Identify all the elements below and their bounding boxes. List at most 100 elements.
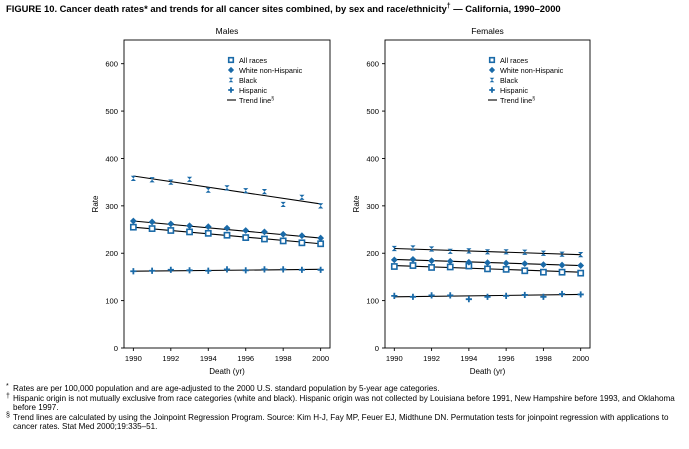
females-point-all-races [429,265,434,270]
males-point-white-non-hispanic [205,223,212,230]
males-point-black [149,177,154,182]
males-point-black [206,188,211,193]
females-point-all-races [541,270,546,275]
females-legend-label-black: Black [500,76,518,85]
males-point-all-races [243,235,248,240]
males-chart-title: Males [216,26,239,36]
footnote-rates: * Rates are per 100,000 population and ar… [6,384,686,394]
males-xtick-label: 1996 [237,354,254,363]
females-chart: Females 0 100 200 300 400 500 600 1990 1992 1994 19… [352,26,590,376]
males-point-white-non-hispanic [167,220,174,227]
females-point-hispanic [522,292,528,298]
females-point-all-races [410,263,415,268]
females-point-white-non-hispanic [503,260,510,267]
males-ytick-label: 200 [105,249,118,258]
females-xtick-label: 1994 [460,354,477,363]
females-point-hispanic [447,292,453,298]
females-x-axis-label: Death (yr) [470,367,506,376]
females-xtick-label: 2000 [572,354,589,363]
females-ytick-label: 200 [366,249,379,258]
females-legend-label-trend-line: Trend line§ [500,96,535,105]
males-legend-label-black: Black [239,76,257,85]
males-point-black [262,189,267,194]
males-point-black [318,203,323,208]
males-ytick-label: 600 [105,60,118,69]
males-point-all-races [299,240,304,245]
females-y-axis-label: Rate [352,195,361,212]
males-point-white-non-hispanic [299,232,306,239]
females-ytick-label: 100 [366,297,379,306]
males-ytick-label: 400 [105,154,118,163]
males-ytick-label: 300 [105,202,118,211]
females-point-all-races [559,270,564,275]
females-plot-frame [385,40,590,348]
males-xtick-label: 1994 [200,354,217,363]
males-point-black [281,202,286,207]
females-point-all-races [504,267,509,272]
males-point-white-non-hispanic [186,222,193,229]
females-chart-title: Females [471,26,504,36]
males-point-white-non-hispanic [242,227,249,234]
females-legend-symbol-hispanic [489,87,495,93]
males-plot-frame [124,40,330,348]
males-point-hispanic [299,267,305,273]
males-chart: Males 0 100 200 300 400 500 600 1990 1992 1994 1996… [91,26,330,376]
females-point-hispanic [428,292,434,298]
females-point-all-races [448,264,453,269]
females-ytick-label: 300 [366,202,379,211]
males-point-white-non-hispanic [130,218,137,225]
males-point-hispanic [243,267,249,273]
females-xtick-label: 1998 [535,354,552,363]
males-point-all-races [281,238,286,243]
females-point-all-races [522,268,527,273]
females-point-white-non-hispanic [410,256,417,263]
males-point-hispanic [280,266,286,272]
males-point-hispanic [168,267,174,273]
females-ytick-label: 600 [366,60,379,69]
females-point-all-races [578,271,583,276]
females-legend-label-hispanic: Hispanic [500,86,528,95]
males-xtick-label: 1998 [275,354,292,363]
footnote-trend-lines: § Trend lines are calculated by using the… [6,413,686,432]
males-point-black [131,176,136,181]
females-point-hispanic [391,293,397,299]
females-point-white-non-hispanic [391,256,398,263]
males-legend-symbol-white-non-hispanic [228,67,234,73]
males-legend-label-white-non-hispanic: White non-Hispanic [239,66,303,75]
males-xtick-label: 1990 [125,354,142,363]
males-point-white-non-hispanic [224,225,231,232]
females-point-black [429,246,434,251]
males-point-white-non-hispanic [280,231,287,238]
females-xtick-label: 1990 [386,354,403,363]
males-x-axis-label: Death (yr) [209,367,245,376]
females-point-white-non-hispanic [540,261,547,268]
footnote-hispanic-origin: † Hispanic origin is not mutually exclusi… [6,394,686,413]
males-point-hispanic [205,268,211,274]
females-legend-symbol-all-races [490,58,495,63]
females-ytick-label: 0 [375,344,379,353]
males-point-all-races [262,236,267,241]
males-point-all-races [224,233,229,238]
females-point-white-non-hispanic [559,262,566,269]
females-legend-symbol-black [490,78,495,83]
males-point-white-non-hispanic [261,229,268,236]
males-y-axis-label: Rate [91,195,100,212]
males-point-all-races [149,226,154,231]
males-legend-label-all-races: All races [239,56,267,65]
males-ytick-label: 500 [105,107,118,116]
males-point-all-races [187,229,192,234]
footnotes: * Rates are per 100,000 population and ar… [6,384,686,432]
males-point-hispanic [318,267,324,273]
males-point-white-non-hispanic [149,219,156,226]
males-point-hispanic [186,267,192,273]
males-legend-label-trend-line: Trend line§ [239,96,274,105]
males-point-black [299,195,304,200]
females-legend-symbol-white-non-hispanic [489,67,495,73]
females-point-all-races [485,266,490,271]
males-point-hispanic [130,268,136,274]
females-ytick-label: 500 [366,107,379,116]
males-ytick-label: 0 [114,344,118,353]
females-point-hispanic [559,291,565,297]
males-ytick-label: 100 [105,297,118,306]
females-point-white-non-hispanic [484,259,491,266]
